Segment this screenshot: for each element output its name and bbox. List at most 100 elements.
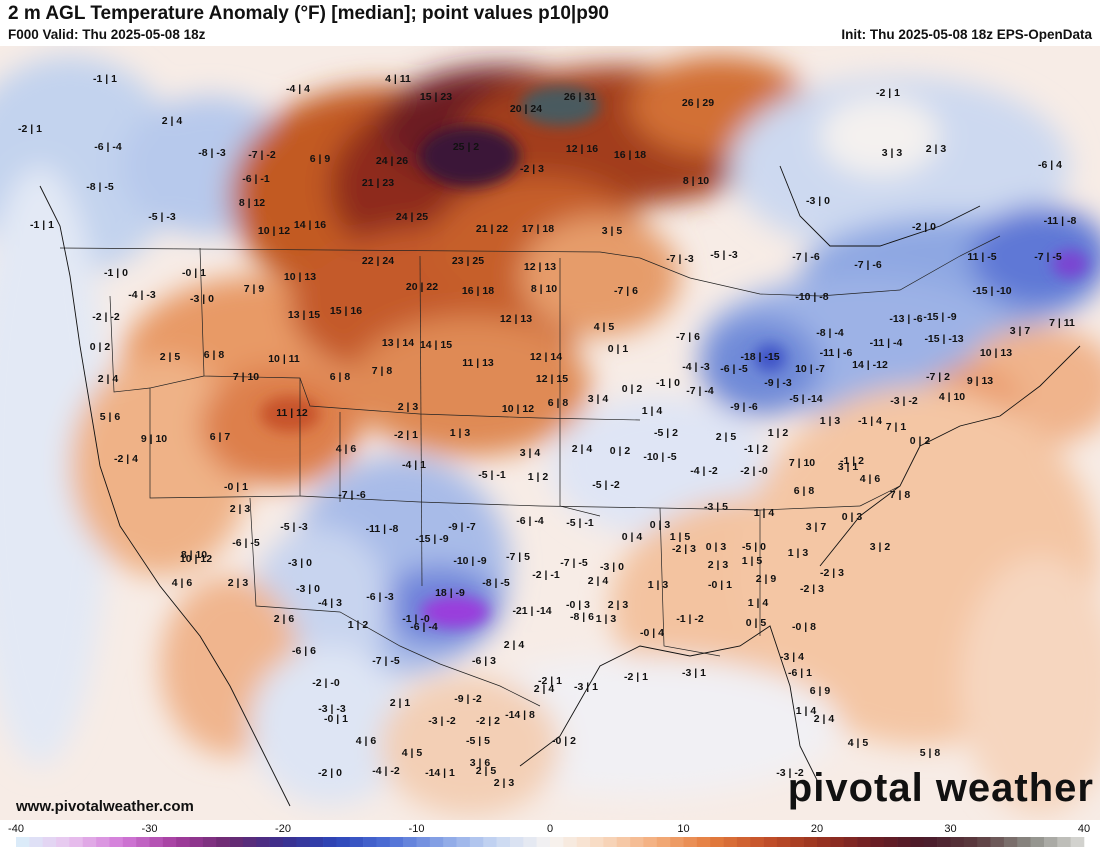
point-value-label: 1 | 5 xyxy=(670,531,691,543)
point-value-label: 4 | 5 xyxy=(848,737,869,749)
point-value-label: -9 | -7 xyxy=(448,521,476,533)
point-value-label: 2 | 4 xyxy=(588,575,609,587)
colorbar-swatch xyxy=(536,837,551,847)
colorbar-swatch xyxy=(870,837,885,847)
colorbar-swatch xyxy=(950,837,965,847)
point-value-label: 6 | 8 xyxy=(204,349,225,361)
point-value-label: -11 | -6 xyxy=(820,347,853,359)
point-value-label: 10 | 13 xyxy=(284,271,316,283)
point-value-label: 24 | 25 xyxy=(396,211,428,223)
colorbar-swatch xyxy=(990,837,1005,847)
colorbar-swatch xyxy=(656,837,671,847)
point-value-label: 0 | 1 xyxy=(608,343,629,355)
point-value-label: 7 | 10 xyxy=(233,371,259,383)
point-value-label: -5 | 2 xyxy=(654,427,678,439)
colorbar-swatch xyxy=(109,837,124,847)
colorbar-swatch xyxy=(283,837,297,847)
point-value-label: -3 | 0 xyxy=(296,583,320,595)
point-value-label: -0 | 1 xyxy=(182,267,206,279)
colorbar-swatch xyxy=(162,837,177,847)
colorbar-swatch xyxy=(429,837,444,847)
point-value-label: 1 | 2 xyxy=(348,619,369,631)
point-value-label: -1 | 4 xyxy=(858,415,882,427)
point-value-label: 10 | 12 xyxy=(180,553,212,565)
point-value-label: -1 | -0 xyxy=(402,613,430,625)
point-value-label: -7 | -5 xyxy=(1034,251,1062,263)
point-value-label: 3 | 4 xyxy=(588,393,609,405)
point-value-label: -2 | 3 xyxy=(820,567,844,579)
point-value-label: -3 | -3 xyxy=(318,703,346,715)
colorbar-tick-label: 30 xyxy=(944,823,956,835)
point-value-label: 6 | 8 xyxy=(548,397,569,409)
colorbar-swatch xyxy=(336,837,351,847)
colorbar-swatch xyxy=(576,837,591,847)
point-value-label: -2 | 1 xyxy=(624,671,648,683)
init-time: Init: Thu 2025-05-08 18z EPS-OpenData xyxy=(841,27,1092,42)
point-value-label: 2 | 4 xyxy=(162,115,183,127)
point-value-label: 4 | 5 xyxy=(594,321,615,333)
point-value-label: 7 | 8 xyxy=(372,365,393,377)
point-value-label: 21 | 22 xyxy=(476,223,508,235)
colorbar-swatch xyxy=(189,837,204,847)
point-value-label: -14 | 1 xyxy=(425,767,455,779)
colorbar-swatch xyxy=(670,837,684,847)
point-value-label: -7 | -6 xyxy=(338,489,366,501)
colorbar-swatch xyxy=(683,837,698,847)
point-value-label: 16 | 18 xyxy=(462,285,494,297)
point-value-label: -7 | -5 xyxy=(372,655,400,667)
point-value-label: -3 | -2 xyxy=(428,715,456,727)
point-value-label: -7 | 6 xyxy=(614,285,638,297)
colorbar-swatch xyxy=(776,837,791,847)
point-value-label: 2 | 4 xyxy=(504,639,525,651)
point-value-label: 1 | 2 xyxy=(768,427,789,439)
website-label: www.pivotalweather.com xyxy=(16,798,194,815)
point-value-label: -2 | 1 xyxy=(18,123,42,135)
point-value-label: -6 | 6 xyxy=(292,645,316,657)
point-value-label: -3 | 1 xyxy=(682,667,706,679)
point-value-label: 0 | 3 xyxy=(842,511,863,523)
point-value-label: -4 | -3 xyxy=(128,289,156,301)
colorbar-swatch xyxy=(803,837,818,847)
colorbar-tick-label: -10 xyxy=(409,823,425,835)
colorbar: -40 -30 -20 -10 0 10 20 30 40 xyxy=(0,820,1100,850)
point-value-label: 3 | 7 xyxy=(806,521,827,533)
point-value-label: -2 | 4 xyxy=(114,453,138,465)
point-value-label: -8 | -4 xyxy=(816,327,844,339)
point-value-label: -1 | 2 xyxy=(840,455,864,467)
point-value-label: -3 | 1 xyxy=(574,681,598,693)
colorbar-tick-label: 40 xyxy=(1078,823,1090,835)
colorbar-tick-label: 20 xyxy=(811,823,823,835)
colorbar-swatch xyxy=(416,837,431,847)
colorbar-swatch xyxy=(763,837,778,847)
point-value-label: -9 | -6 xyxy=(730,401,758,413)
colorbar-swatch xyxy=(603,837,618,847)
point-value-label: -2 | -0 xyxy=(312,677,340,689)
point-value-label: -3 | -2 xyxy=(776,767,804,779)
point-value-label: 12 | 13 xyxy=(524,261,556,273)
point-value-label: -0 | 1 xyxy=(324,713,348,725)
point-value-label: -5 | -1 xyxy=(566,517,594,529)
point-value-label: -0 | 1 xyxy=(708,579,732,591)
point-value-label: -6 | -4 xyxy=(94,141,122,153)
colorbar-swatch xyxy=(296,837,310,847)
point-value-label: -5 | -1 xyxy=(478,469,506,481)
point-value-label: -6 | -5 xyxy=(232,537,260,549)
point-value-label: 0 | 5 xyxy=(746,617,767,629)
point-value-label: 2 | 4 xyxy=(534,683,555,695)
point-value-label: -5 | 5 xyxy=(466,735,490,747)
point-value-label: -10 | -8 xyxy=(795,291,828,303)
point-value-label: -9 | -2 xyxy=(454,693,482,705)
header: 2 m AGL Temperature Anomaly (°F) [median… xyxy=(0,0,1100,46)
colorbar-swatch xyxy=(176,837,190,847)
colorbar-swatch xyxy=(389,837,404,847)
point-value-label: 9 | 10 xyxy=(141,433,167,445)
point-value-label: -15 | -10 xyxy=(972,285,1011,297)
point-value-label: 20 | 22 xyxy=(406,281,438,293)
colorbar-swatch xyxy=(323,837,337,847)
point-value-label: -8 | -5 xyxy=(86,181,114,193)
point-value-label: -14 | 8 xyxy=(505,709,535,721)
point-value-label: -8 | 6 xyxy=(570,611,594,623)
point-value-label: -0 | 1 xyxy=(224,481,248,493)
point-value-label: -4 | -2 xyxy=(690,465,718,477)
point-value-label: -1 | 2 xyxy=(744,443,768,455)
